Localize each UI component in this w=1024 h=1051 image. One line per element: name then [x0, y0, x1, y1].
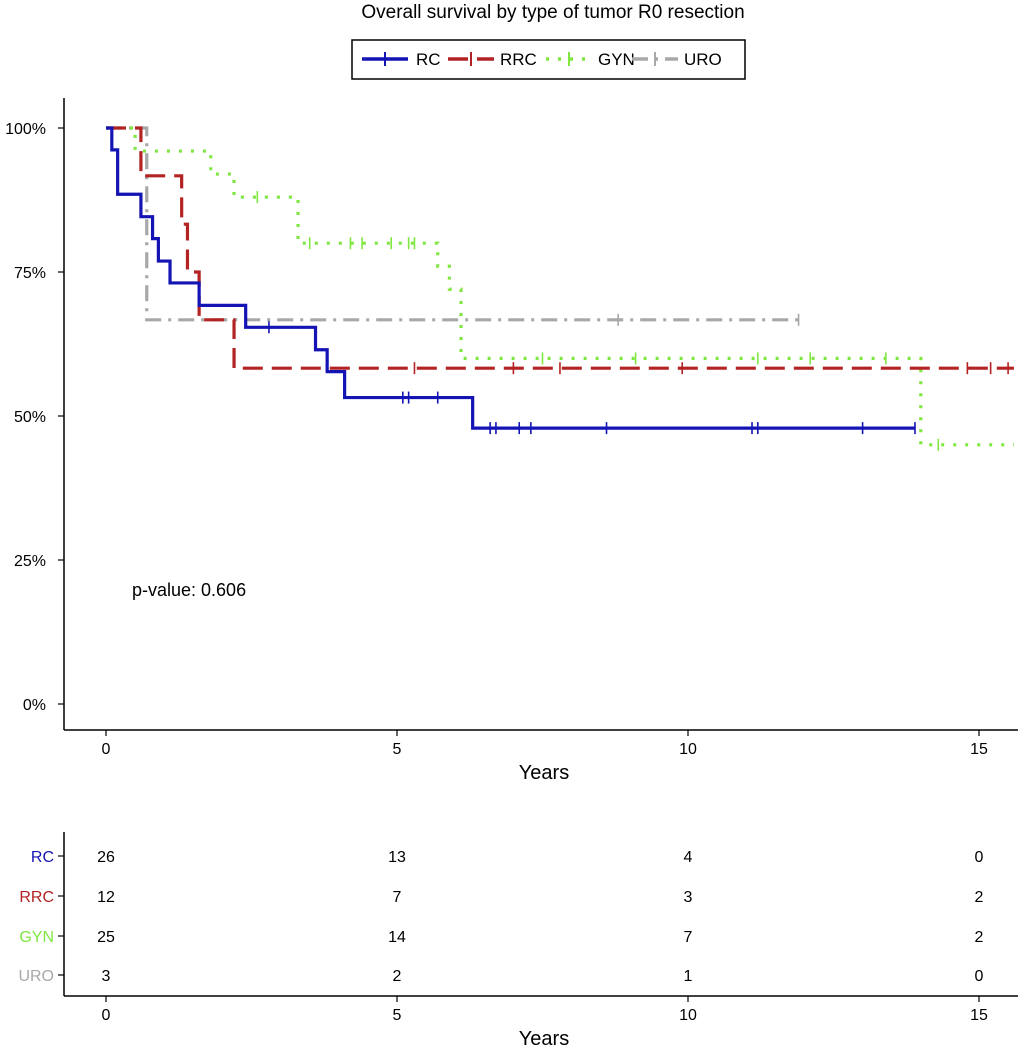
y-tick-label: 50% — [14, 409, 46, 426]
risk-table-x-tick-label: 10 — [679, 1007, 697, 1024]
series-gyn — [106, 126, 1014, 451]
risk-value-gyn: 7 — [684, 929, 693, 946]
risk-table-x-tick-label: 0 — [102, 1007, 111, 1024]
risk-row-label-uro: URO — [18, 968, 54, 985]
y-tick-label: 75% — [14, 265, 46, 282]
risk-row-label-rc: RC — [31, 849, 54, 866]
y-tick-label: 25% — [14, 553, 46, 570]
legend-label-uro: URO — [684, 50, 722, 69]
x-tick-label: 10 — [679, 741, 697, 758]
risk-value-rrc: 7 — [393, 889, 402, 906]
legend-label-gyn: GYN — [598, 50, 635, 69]
risk-row-label-gyn: GYN — [19, 929, 54, 946]
risk-value-uro: 3 — [102, 968, 111, 985]
survival-curve-rrc — [106, 126, 1014, 370]
risk-table-x-tick-label: 5 — [393, 1007, 402, 1024]
risk-value-uro: 1 — [684, 968, 693, 985]
legend: RC RRC GYN URO — [351, 39, 746, 80]
y-tick-label: 0% — [23, 697, 46, 714]
risk-value-uro: 0 — [975, 968, 984, 985]
risk-value-rrc: 2 — [975, 889, 984, 906]
series-rrc — [106, 126, 1014, 375]
risk-value-uro: 2 — [393, 968, 402, 985]
x-axis-title: Years — [519, 762, 569, 784]
p-value-annotation: p-value: 0.606 — [132, 580, 246, 600]
x-tick-label: 0 — [102, 741, 111, 758]
risk-value-rc: 4 — [684, 849, 693, 866]
risk-value-gyn: 2 — [975, 929, 984, 946]
survival-curve-rc — [106, 126, 915, 430]
risk-value-gyn: 25 — [97, 929, 115, 946]
y-tick-label: 100% — [5, 121, 46, 138]
legend-label-rc: RC — [416, 50, 441, 69]
risk-value-rrc: 12 — [97, 889, 115, 906]
x-tick-label: 5 — [393, 741, 402, 758]
survival-plot-area: 0% 25% 50% 75% 100% 0 5 10 15 — [5, 98, 1018, 758]
chart-title: Overall survival by type of tumor R0 res… — [361, 2, 744, 23]
legend-label-rrc: RRC — [500, 50, 537, 69]
risk-table-x-tick-label: 15 — [970, 1007, 988, 1024]
risk-value-rc: 26 — [97, 849, 115, 866]
survival-curve-uro — [106, 126, 799, 322]
survival-curve-gyn — [106, 126, 1014, 447]
risk-value-gyn: 14 — [388, 929, 406, 946]
series-rc — [106, 126, 916, 435]
risk-row-label-rrc: RRC — [19, 889, 54, 906]
risk-table-x-axis-title: Years — [519, 1028, 569, 1050]
series-uro — [106, 126, 800, 326]
risk-value-rrc: 3 — [684, 889, 693, 906]
x-tick-label: 15 — [970, 741, 988, 758]
risk-value-rc: 13 — [388, 849, 406, 866]
risk-value-rc: 0 — [975, 849, 984, 866]
